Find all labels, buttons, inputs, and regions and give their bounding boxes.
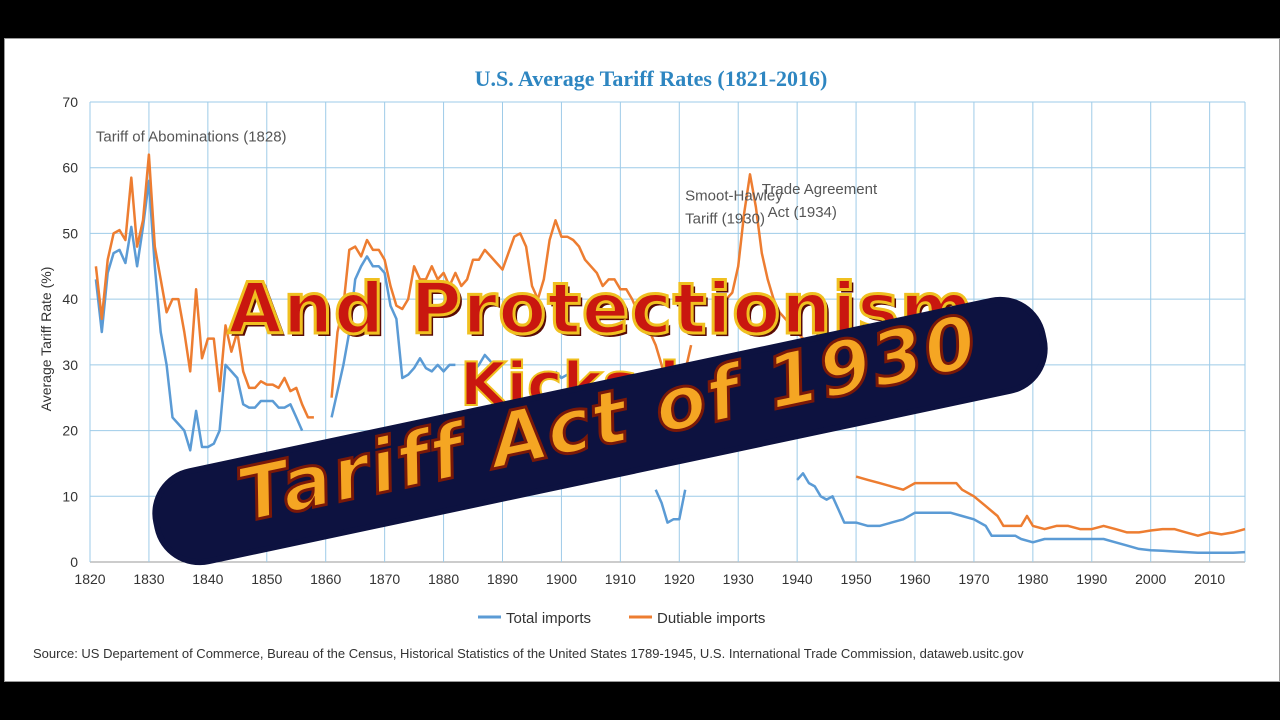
x-tick-label: 1830 xyxy=(133,571,164,587)
x-tick-label: 1890 xyxy=(487,571,518,587)
y-axis-label: Average Tariff Rate (%) xyxy=(38,267,54,412)
x-tick-label: 1920 xyxy=(664,571,695,587)
y-tick-label: 70 xyxy=(62,94,78,110)
x-tick-label: 1910 xyxy=(605,571,636,587)
chart-annotation: Tariff (1930) xyxy=(685,211,765,228)
total-imports-line xyxy=(94,179,304,452)
total-imports-line xyxy=(654,489,687,524)
x-tick-label: 1970 xyxy=(958,571,989,587)
y-tick-label: 30 xyxy=(62,357,78,373)
x-tick-label: 1870 xyxy=(369,571,400,587)
x-tick-label: 1990 xyxy=(1076,571,1107,587)
dutiable-imports-line xyxy=(94,153,314,419)
chart-annotation: Act (1934) xyxy=(768,204,837,221)
chart-frame: U.S. Average Tariff Rates (1821-2016) Av… xyxy=(4,38,1280,682)
x-tick-label: 1840 xyxy=(192,571,223,587)
y-tick-label: 40 xyxy=(62,291,78,307)
chart-annotation: Smoot-Hawley xyxy=(685,188,783,205)
y-tick-label: 50 xyxy=(62,225,78,241)
legend: Total imports Dutiable imports xyxy=(478,610,765,627)
x-tick-label: 1940 xyxy=(782,571,813,587)
x-tick-label: 2010 xyxy=(1194,571,1225,587)
chart-annotation: Trade Agreement xyxy=(762,181,878,198)
dutiable-imports-line xyxy=(330,219,693,399)
x-tick-label: 1850 xyxy=(251,571,282,587)
x-tick-label: 1820 xyxy=(74,571,105,587)
y-tick-label: 60 xyxy=(62,160,78,176)
x-tick-label: 2000 xyxy=(1135,571,1166,587)
chart-annotation: Tariff of Abominations (1828) xyxy=(96,128,287,145)
source-note: Source: US Departement of Commerce, Bure… xyxy=(33,646,1024,661)
total-imports-line xyxy=(472,353,498,373)
y-tick-label: 0 xyxy=(70,554,78,570)
x-tick-label: 1880 xyxy=(428,571,459,587)
total-imports-line xyxy=(330,255,456,418)
total-imports-line xyxy=(554,370,568,380)
y-tick-label: 20 xyxy=(62,423,78,439)
y-tick-label: 10 xyxy=(62,488,78,504)
x-tick-label: 1980 xyxy=(1017,571,1048,587)
legend-total-imports: Total imports xyxy=(506,610,591,627)
x-tick-label: 1900 xyxy=(546,571,577,587)
x-tick-label: 1930 xyxy=(723,571,754,587)
dutiable-imports-line xyxy=(855,475,1246,537)
x-tick-label: 1860 xyxy=(310,571,341,587)
chart-title: U.S. Average Tariff Rates (1821-2016) xyxy=(475,66,828,91)
legend-dutiable-imports: Dutiable imports xyxy=(657,610,765,627)
total-imports-line xyxy=(796,472,1246,555)
x-tick-label: 1950 xyxy=(840,571,871,587)
x-tick-label: 1960 xyxy=(899,571,930,587)
